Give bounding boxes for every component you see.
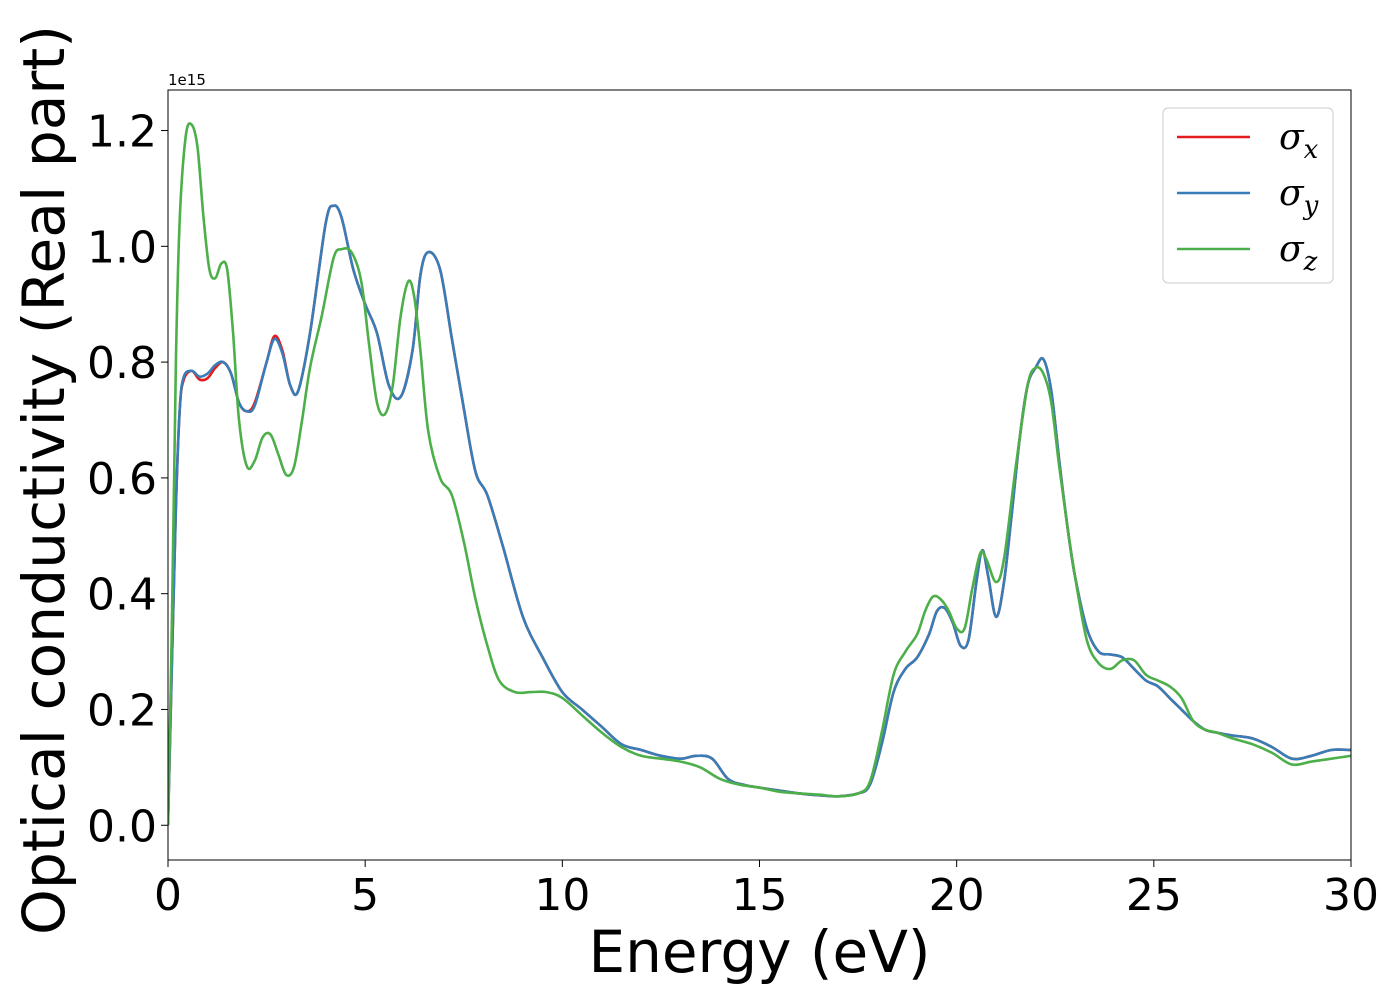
x-tick-label: 10 (534, 870, 590, 921)
series-line-z (168, 122, 1351, 826)
series-line-x (168, 204, 1351, 826)
y-tick-label: 0.4 (87, 570, 157, 621)
y-tick-label: 0.0 (87, 801, 157, 852)
series-line-y (168, 204, 1351, 826)
y-tick-label: 0.8 (87, 338, 157, 389)
x-tick-label: 20 (929, 870, 985, 921)
y-tick-label: 0.6 (87, 454, 157, 505)
x-tick-label: 30 (1323, 870, 1379, 921)
x-tick-label: 15 (732, 870, 788, 921)
legend-label-y: σy (1279, 173, 1319, 221)
y-axis: 0.0 0.2 0.4 0.6 0.8 1.0 1.2 (87, 107, 168, 852)
legend-box (1162, 107, 1334, 284)
plot-area (168, 122, 1351, 826)
x-tick-label: 0 (154, 870, 182, 921)
legend: σx σy σz (1162, 107, 1334, 284)
x-axis-label: Energy (eV) (588, 918, 930, 986)
y-tick-label: 1.0 (87, 222, 157, 273)
y-axis-label: Optical conductivity (Real part) (10, 25, 78, 935)
y-tick-label: 0.2 (87, 685, 157, 736)
y-tick-label: 1.2 (87, 107, 157, 158)
y-offset-label: 1e15 (168, 71, 206, 89)
x-axis: 0 5 10 15 20 25 30 (154, 860, 1379, 921)
legend-label-z: σz (1279, 229, 1318, 277)
legend-label-x: σx (1279, 117, 1319, 165)
x-tick-label: 5 (351, 870, 379, 921)
x-tick-label: 25 (1126, 870, 1182, 921)
